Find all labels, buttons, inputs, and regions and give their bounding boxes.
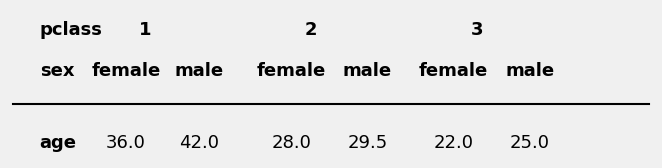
Text: age: age	[40, 134, 77, 152]
Text: male: male	[505, 61, 554, 80]
Text: 42.0: 42.0	[179, 134, 218, 152]
Text: 22.0: 22.0	[434, 134, 473, 152]
Text: 25.0: 25.0	[510, 134, 549, 152]
Text: male: male	[343, 61, 392, 80]
Text: 2: 2	[305, 21, 317, 39]
Text: female: female	[257, 61, 326, 80]
Text: 1: 1	[140, 21, 152, 39]
Text: sex: sex	[40, 61, 74, 80]
Text: 36.0: 36.0	[106, 134, 146, 152]
Text: female: female	[91, 61, 160, 80]
Text: 28.0: 28.0	[271, 134, 311, 152]
Text: female: female	[419, 61, 488, 80]
Text: male: male	[174, 61, 223, 80]
Text: pclass: pclass	[40, 21, 103, 39]
Text: 3: 3	[471, 21, 483, 39]
Text: 29.5: 29.5	[348, 134, 387, 152]
